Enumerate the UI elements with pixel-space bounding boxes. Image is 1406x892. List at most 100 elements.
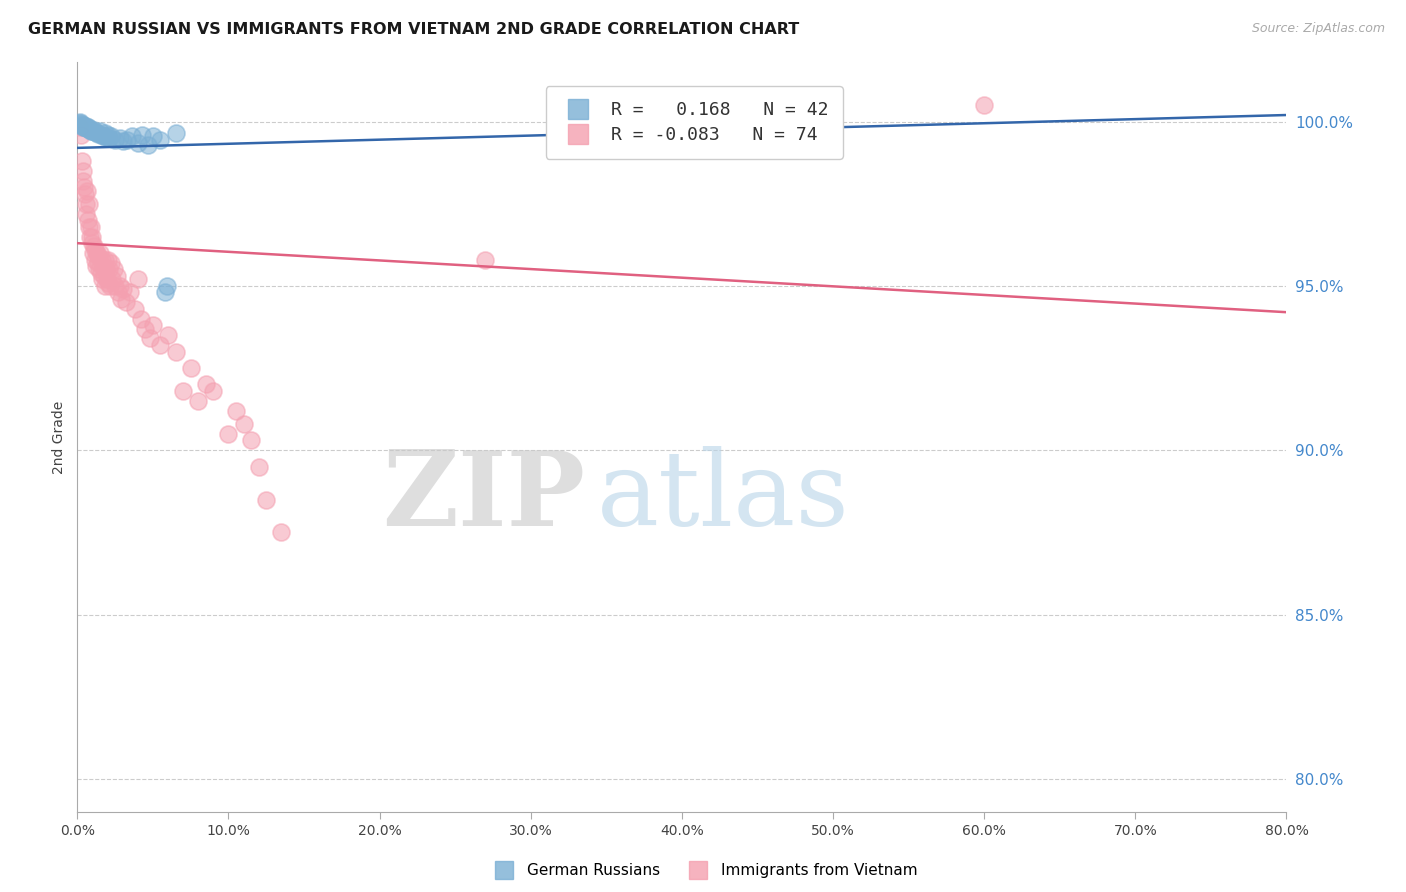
Point [97, 276, 120, 290]
Point [86, 126, 108, 140]
Point [180, 361, 202, 376]
Y-axis label: 2nd Grade: 2nd Grade [52, 401, 66, 474]
Point [100, 256, 122, 270]
Point [98, 131, 121, 145]
Point [270, 525, 292, 540]
Point [94, 262, 117, 277]
Point [149, 338, 172, 352]
Point [83, 239, 105, 253]
Point [120, 285, 142, 300]
Point [254, 492, 277, 507]
Point [89, 124, 111, 138]
Point [69, 116, 91, 130]
Point [70, 128, 93, 142]
Point [98, 262, 121, 277]
Point [139, 331, 162, 345]
Point [94, 279, 117, 293]
Point [79, 123, 101, 137]
Legend: German Russians, Immigrants from Vietnam: German Russians, Immigrants from Vietnam [482, 857, 924, 884]
Point [84, 259, 107, 273]
Point [77, 213, 100, 227]
Point [121, 129, 143, 144]
Point [79, 219, 101, 234]
Point [76, 121, 98, 136]
Point [83, 123, 105, 137]
Point [96, 128, 118, 142]
Text: ZIP: ZIP [382, 446, 585, 548]
Point [87, 256, 110, 270]
Point [89, 262, 111, 277]
Point [101, 272, 124, 286]
Point [77, 196, 100, 211]
Point [127, 272, 149, 286]
Point [110, 292, 132, 306]
Point [134, 321, 156, 335]
Point [79, 121, 101, 136]
Point [172, 384, 194, 398]
Point [96, 272, 118, 286]
Point [90, 266, 112, 280]
Point [218, 426, 240, 441]
Point [83, 252, 105, 267]
Point [157, 328, 180, 343]
Point [100, 129, 122, 144]
Text: Source: ZipAtlas.com: Source: ZipAtlas.com [1251, 22, 1385, 36]
Point [93, 268, 115, 283]
Point [94, 130, 117, 145]
Point [131, 128, 153, 142]
Point [247, 459, 270, 474]
Point [87, 249, 110, 263]
Point [72, 120, 94, 134]
Point [107, 285, 129, 300]
Point [232, 417, 254, 431]
Point [91, 272, 114, 286]
Point [240, 434, 263, 448]
Point [124, 301, 146, 316]
Point [91, 259, 114, 273]
Point [70, 117, 93, 131]
Point [73, 180, 96, 194]
Point [80, 236, 103, 251]
Point [149, 133, 172, 147]
Text: atlas: atlas [598, 446, 851, 548]
Point [153, 285, 176, 300]
Legend: R =   0.168   N = 42, R = -0.083   N = 74: R = 0.168 N = 42, R = -0.083 N = 74 [546, 87, 842, 159]
Point [105, 268, 128, 283]
Point [84, 243, 107, 257]
Point [72, 174, 94, 188]
Point [165, 126, 187, 140]
Point [69, 120, 91, 134]
Point [82, 124, 104, 138]
Point [111, 282, 134, 296]
Point [72, 164, 94, 178]
Point [91, 129, 114, 144]
Point [90, 128, 112, 143]
Point [973, 98, 995, 112]
Point [111, 134, 134, 148]
Point [73, 119, 96, 133]
Point [98, 279, 121, 293]
Point [108, 131, 131, 145]
Point [115, 133, 138, 147]
Point [103, 262, 125, 277]
Point [142, 129, 165, 144]
Text: GERMAN RUSSIAN VS IMMIGRANTS FROM VIETNAM 2ND GRADE CORRELATION CHART: GERMAN RUSSIAN VS IMMIGRANTS FROM VIETNA… [28, 22, 800, 37]
Point [72, 118, 94, 132]
Point [90, 252, 112, 267]
Point [138, 137, 160, 152]
Point [474, 252, 496, 267]
Point [77, 120, 100, 134]
Point [77, 120, 100, 135]
Point [70, 119, 93, 133]
Point [75, 206, 97, 220]
Point [114, 295, 136, 310]
Point [80, 219, 103, 234]
Point [187, 393, 209, 408]
Point [80, 124, 103, 138]
Point [194, 377, 217, 392]
Point [75, 120, 97, 135]
Point [87, 127, 110, 141]
Point [165, 344, 187, 359]
Point [69, 114, 91, 128]
Point [70, 154, 93, 169]
